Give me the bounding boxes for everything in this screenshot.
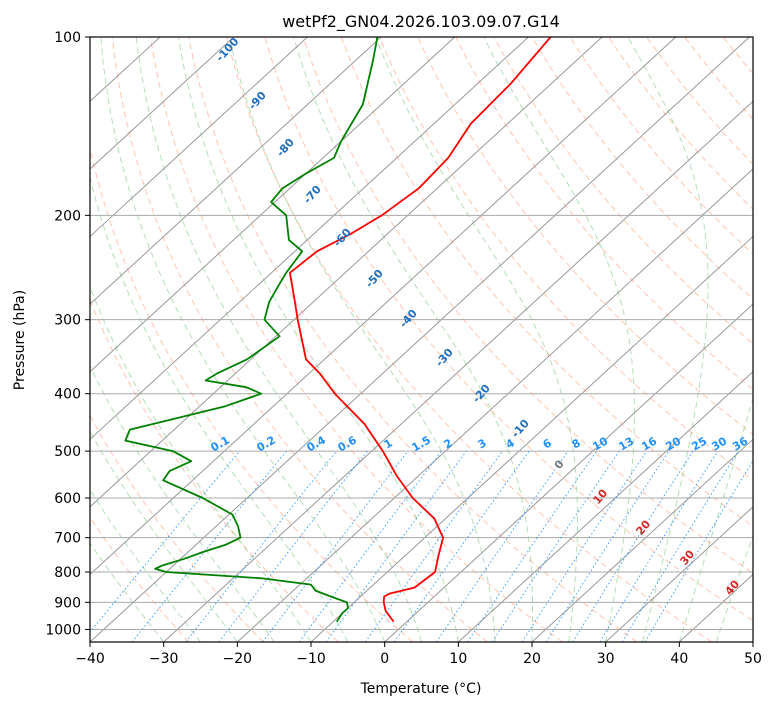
- isotherm-line: [457, 370, 753, 642]
- x-axis-title: Temperature (°C): [360, 681, 482, 697]
- dry-adiabat-line: [417, 37, 753, 436]
- dewpoint-trace: [124, 37, 379, 623]
- isotherm-line: [90, 37, 603, 508]
- dry-adiabat-line: [531, 37, 753, 300]
- dry-adiabat-line: [111, 37, 488, 642]
- y-tick-label: 500: [54, 444, 81, 460]
- y-tick-label: 1000: [45, 622, 81, 638]
- moist-adiabat-line: [90, 364, 275, 642]
- y-tick-label: 100: [54, 30, 81, 46]
- mixing-ratio-line: [131, 450, 287, 642]
- y-axis-title: Pressure (hPa): [12, 290, 28, 390]
- y-tick-label: 600: [54, 491, 81, 507]
- dry-adiabat-line: [493, 37, 753, 345]
- dry-adiabat-line: [302, 37, 753, 574]
- isotherm-line: [90, 37, 382, 305]
- moist-adiabat-line: [90, 542, 165, 642]
- axis-layer: −40 −30 −20 −10 0 10 20 30 40 50 100 200 300 400 500 60…: [45, 30, 762, 667]
- chart-title: wetPf2_GN04.2026.103.09.07.G14: [282, 12, 560, 32]
- series-layer: [124, 37, 552, 623]
- isotherm-line: [163, 100, 753, 642]
- isotherm-line: [384, 303, 753, 642]
- mixing-ratio-line: [262, 450, 409, 642]
- isotherm-line: [90, 37, 529, 440]
- mixing-ratio-line: [521, 450, 648, 642]
- x-tick-label: 50: [744, 651, 762, 667]
- isotherm-line: [90, 37, 677, 576]
- mixing-ratio-line: [364, 450, 504, 642]
- mixing-ratio-line: [298, 450, 443, 642]
- moist-adiabat-line: [100, 37, 386, 642]
- isotherm-line: [90, 37, 456, 373]
- isotherm-line: [90, 37, 750, 642]
- grid-layer: [90, 37, 753, 642]
- y-tick-label: 900: [54, 595, 81, 611]
- mixing-ratio-line: [545, 450, 670, 642]
- isotherm-line: [531, 438, 753, 642]
- plot-frame: [89, 36, 754, 643]
- dry-adiabat-line: [378, 37, 753, 481]
- mixing-ratio-line: [621, 450, 739, 642]
- moist-adiabat-line: [483, 37, 635, 642]
- isotherm-line: [310, 235, 753, 642]
- moist-adiabat-line: [177, 37, 459, 642]
- moist-adiabat-line: [715, 534, 753, 642]
- mixing-ratio-line: [435, 450, 569, 642]
- mixing-ratio-line: [467, 450, 598, 642]
- moist-adiabat-line: [229, 37, 496, 642]
- y-tick-label: 200: [54, 208, 81, 224]
- moist-adiabat-line: [678, 396, 753, 642]
- x-tick-label: 40: [670, 651, 688, 667]
- x-tick-label: −30: [149, 651, 179, 667]
- temperature-trace: [289, 37, 552, 623]
- moist-adiabat-line: [293, 37, 534, 642]
- dry-adiabat-line: [90, 145, 414, 642]
- mixing-ratio-line: [393, 450, 530, 642]
- x-tick-label: 10: [449, 651, 467, 667]
- x-tick-label: 20: [523, 651, 541, 667]
- y-tick-label: 300: [54, 313, 81, 329]
- moist-adiabat-line: [135, 37, 422, 642]
- y-tick-label: 800: [54, 565, 81, 581]
- dry-adiabat-line: [188, 37, 638, 642]
- y-tick-label: 700: [54, 531, 81, 547]
- dry-adiabat-line: [90, 414, 264, 642]
- isotherm-line: [90, 37, 308, 238]
- dry-adiabat-line: [150, 37, 563, 642]
- moist-adiabat-line: [375, 37, 578, 642]
- x-tick-label: −20: [223, 651, 253, 667]
- dry-adiabat-line: [264, 37, 753, 622]
- mixing-ratio-line: [325, 450, 467, 642]
- x-tick-label: 30: [597, 651, 615, 667]
- x-tick-label: −40: [75, 651, 105, 667]
- y-tick-label: 400: [54, 387, 81, 403]
- moist-adiabat-line: [627, 37, 709, 642]
- x-tick-label: 0: [380, 651, 389, 667]
- x-tick-label: −10: [296, 651, 326, 667]
- dry-adiabat-line: [455, 37, 753, 390]
- moist-adiabat-line: [90, 488, 201, 642]
- moist-adiabat-line: [90, 430, 238, 642]
- isotherm-line: [605, 506, 753, 642]
- isotherm-line: [90, 37, 235, 170]
- mixing-ratio-line: [491, 450, 620, 642]
- isotherm-line: [236, 168, 753, 642]
- mixing-ratio-line: [90, 450, 240, 633]
- mixing-ratio-line: [599, 450, 719, 642]
